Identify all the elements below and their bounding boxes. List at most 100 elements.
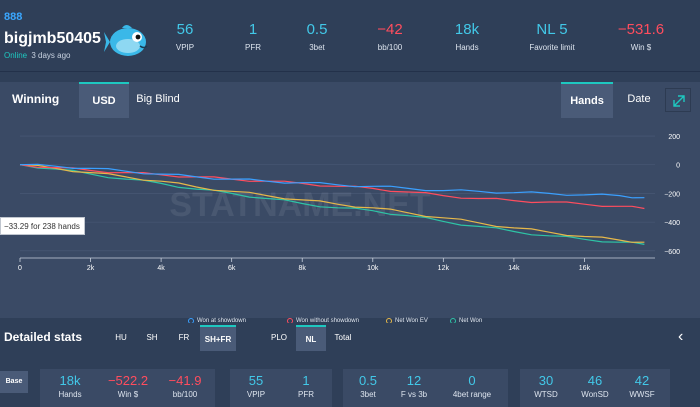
stat-cell: 55 VPIP [230,373,282,399]
stat-group-3bet: 0.5 3bet 12 F vs 3b 0 4bet range [343,369,508,407]
detailed-stats-body: Base 18k Hands −522.2 Win $ −41.9 bb/100… [0,353,700,407]
x-tick-label: 4k [157,265,165,272]
x-tick-label: 16k [579,265,591,272]
tab-total[interactable]: Total [334,333,352,342]
y-tick-label: −200 [664,191,680,198]
stat-label: Win $ [630,43,652,52]
series-line [19,164,645,210]
stat-group-preflop: 55 VPIP 1 PFR [230,369,332,407]
player-header: 888 bigjmb50405 Online 3 days ago 56 VPI… [0,0,700,72]
stat-cell: 18k Hands [40,373,100,399]
stat-label: PFR [298,390,314,399]
stat-value: 56 [176,21,194,38]
stat-label: bb/100 [377,43,403,52]
row-label-base: Base [0,371,28,393]
tab-hu[interactable]: HU [115,333,127,342]
stat-value: 1 [302,373,310,388]
stat-value: 0.5 [306,21,328,38]
tab-hands[interactable]: Hands [561,82,613,118]
stat-value: −522.2 [107,373,149,388]
stat-label: WWSF [629,390,655,399]
stat-value: 0.5 [358,373,378,388]
stat-value: 1 [248,21,258,38]
stat-cell: 0 4bet range [441,373,503,399]
stat-label: F vs 3b [400,390,428,399]
x-tick-label: 12k [438,265,450,272]
stat-cell: 0.5 3bet [343,373,393,399]
tab-plo[interactable]: PLO [270,333,287,342]
stat-value: 12 [406,373,422,388]
y-tick-label: 200 [668,134,680,141]
tab-fr[interactable]: FR [178,333,190,342]
stat-label: 3bet [360,390,376,399]
tab-date[interactable]: Date [627,93,651,105]
legend-label: Won without showdown [296,318,359,324]
stat-cell: −522.2 Win $ [98,373,158,399]
tab-sh[interactable]: SH [146,333,158,342]
series-line [19,164,645,245]
player-name[interactable]: bigjmb50405 [4,30,101,47]
detailed-stats-title: Detailed stats [4,330,83,344]
chart-title: Winning [12,92,60,106]
stat-win: −531.6 Win $ [614,21,668,52]
line-chart[interactable]: 200 0 −200 −400 −600 0 2k 4k 6k 8k 10k 12k 14k 16k STA… [0,118,700,318]
stat-label: PFR [245,43,261,52]
stat-cell: 42 WWSF [618,373,666,399]
series-line [19,163,645,199]
y-tick-label: −600 [664,249,680,256]
stat-cell: 46 WonSD [571,373,619,399]
stat-bb100: −42 bb/100 [366,21,414,52]
online-status: Online [4,51,28,60]
stat-cell: 1 PFR [280,373,332,399]
stat-value: 55 [248,373,264,388]
series-line [19,164,645,243]
expand-icon [673,95,685,107]
x-tick-label: 10k [367,265,379,272]
chevron-left-icon[interactable]: ‹ [678,328,684,345]
stat-3bet: 0.5 3bet [297,21,337,52]
stat-value: 42 [634,373,650,388]
tab-usd[interactable]: USD [79,82,129,118]
stat-cell: 12 F vs 3b [389,373,439,399]
stat-label: Win $ [117,390,139,399]
stat-value: 30 [538,373,554,388]
stat-label: VPIP [246,390,266,399]
x-tick-label: 2k [87,265,95,272]
stat-value: 46 [587,373,603,388]
stat-value: −41.9 [168,373,202,388]
stat-cell: 30 WTSD [522,373,570,399]
tab-big-blind[interactable]: Big Blind [136,93,180,105]
stat-favorite-limit: NL 5 Favorite limit [520,21,584,52]
x-tick-label: 6k [228,265,236,272]
stat-value: −42 [377,21,403,38]
stat-value: 18k [454,21,480,38]
stat-value: 0 [468,373,476,388]
stat-label: WTSD [534,390,558,399]
player-status: Online 3 days ago [4,51,71,60]
stat-group-showdown: 30 WTSD 46 WonSD 42 WWSF [520,369,670,407]
stat-value: 18k [59,373,81,388]
stat-vpip: 56 VPIP [165,21,205,52]
watermark: STATNAME.NET [169,186,431,224]
stat-group-results: 18k Hands −522.2 Win $ −41.9 bb/100 [40,369,215,407]
x-tick-label: 14k [508,265,520,272]
y-tick-label: 0 [676,163,680,170]
stat-label: Hands [58,390,82,399]
fish-icon [104,25,148,56]
stat-label: bb/100 [172,390,198,399]
chart-tooltip: −33.29 for 238 hands [0,217,85,235]
legend-label: Net Won [459,318,483,324]
legend-label: Won at showdown [197,318,246,324]
stat-label: 4bet range [452,390,492,399]
tab-nl[interactable]: NL [296,325,326,351]
detailed-stats-header: Detailed stats HU SH FR SH+FR PLO NL Tot… [0,323,700,353]
tab-sh-fr[interactable]: SH+FR [200,325,236,351]
expand-button[interactable] [665,88,691,112]
site-badge: 888 [4,11,23,23]
legend-label: Net Won EV [395,318,428,324]
y-tick-label: −400 [664,220,680,227]
stat-label: Hands [455,43,479,52]
stat-value: NL 5 [536,21,568,38]
winnings-chart-panel: Winning USD Big Blind Hands Date 200 0 −20… [0,82,700,324]
chart-area[interactable]: 200 0 −200 −400 −600 0 2k 4k 6k 8k 10k 12k 14k 16k STA… [0,118,700,324]
